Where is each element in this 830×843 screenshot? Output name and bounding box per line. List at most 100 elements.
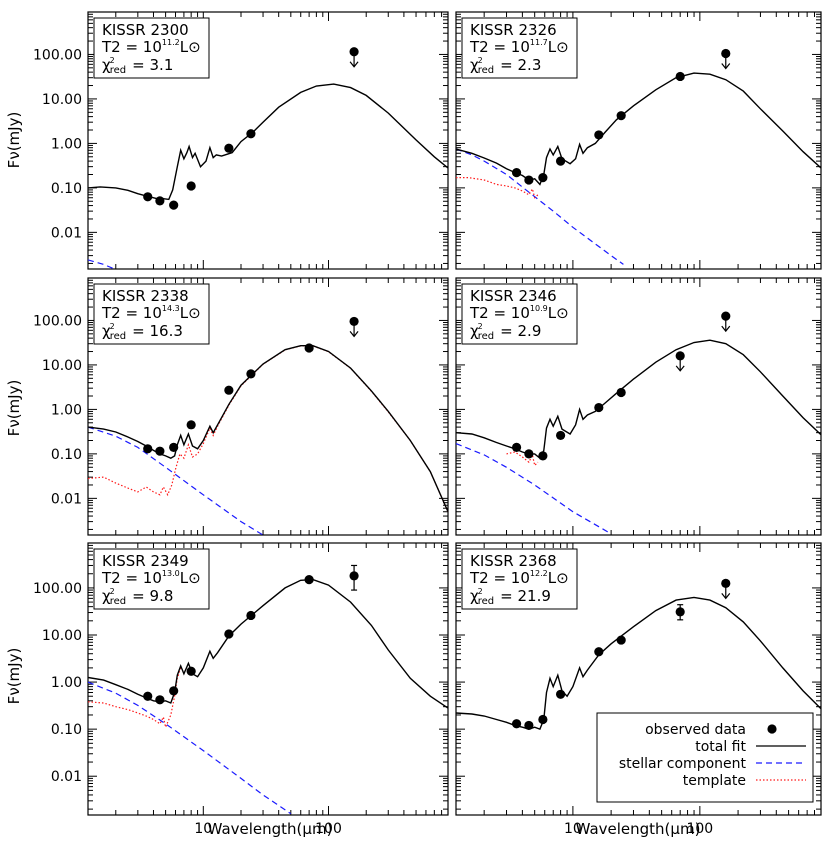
chi-value: = 2.9 — [500, 322, 541, 340]
galaxy-name: KISSR 2300 — [102, 21, 189, 39]
observed-point — [224, 143, 234, 153]
observed-point — [594, 402, 604, 413]
t2-line: T2 = 1011.2L⊙ — [101, 38, 201, 56]
observed-point — [304, 343, 314, 353]
total-fit-line — [456, 339, 821, 460]
t2-prefix: T2 = 10 — [101, 304, 162, 322]
y-axis-label-top: Fν(mJy) — [5, 112, 23, 169]
chi-line: χ2 red = 9.8 — [102, 587, 173, 607]
observed-point — [524, 449, 534, 459]
observed-point — [616, 387, 626, 398]
y-tick-label: 1.00 — [51, 675, 82, 691]
chi-superscript: 2 — [110, 322, 115, 331]
t2-prefix: T2 = 10 — [101, 38, 162, 56]
chi-value: = 3.1 — [132, 56, 173, 74]
t2-line: T2 = 1013.0L⊙ — [101, 569, 201, 587]
observed-point — [186, 181, 196, 191]
y-tick-label: 0.01 — [51, 769, 82, 785]
x-tick-label: 10 — [194, 821, 212, 837]
chi-subscript: red — [110, 331, 126, 342]
observed-point — [304, 575, 314, 585]
template-line — [88, 345, 448, 512]
y-axis-label-middle: Fν(mJy) — [5, 380, 23, 437]
t2-exponent: 13.0 — [162, 569, 180, 578]
y-tick-label: 10.00 — [42, 628, 82, 644]
chi-symbol: χ — [470, 322, 479, 340]
chi-symbol: χ — [102, 322, 111, 340]
observed-point — [246, 369, 256, 379]
y-tick-label: 0.01 — [51, 491, 82, 507]
observed-point — [169, 686, 179, 696]
panel-5: 0.01 0.10 1.00 10.00 100.00 10 100 KISSR 2349T2… — [33, 542, 449, 837]
stellar-component-line — [456, 148, 624, 265]
galaxy-name: KISSR 2368 — [470, 552, 557, 570]
legend-label: observed data — [645, 722, 746, 738]
t2-unit: L⊙ — [180, 569, 201, 587]
observed-point — [555, 689, 566, 699]
t2-line: T2 = 1014.3L⊙ — [101, 304, 201, 322]
observed-point — [511, 442, 522, 452]
observed-point — [538, 714, 548, 725]
stellar-component-line — [88, 681, 292, 815]
observed-point — [616, 635, 626, 645]
observed-point — [511, 719, 522, 729]
chi-value: = 16.3 — [132, 322, 183, 340]
chi-superscript: 2 — [110, 56, 115, 65]
t2-exponent: 14.3 — [162, 304, 180, 313]
t2-line: T2 = 1012.2L⊙ — [469, 569, 569, 587]
info-box — [93, 17, 210, 79]
observed-point — [555, 156, 566, 166]
chi-symbol: χ — [102, 587, 111, 605]
t2-line: T2 = 1011.7L⊙ — [469, 38, 569, 56]
info-box — [93, 283, 210, 345]
observed-point — [675, 71, 685, 82]
y-tick-label: 1.00 — [51, 402, 82, 418]
info-box — [461, 548, 578, 610]
chi-line: χ2 red = 21.9 — [470, 587, 551, 607]
y-tick-label: 1.00 — [51, 136, 82, 152]
info-box — [461, 283, 578, 345]
y-tick-label: 10.00 — [42, 358, 82, 374]
t2-unit: L⊙ — [180, 304, 201, 322]
observed-point — [224, 629, 234, 639]
template-line — [456, 177, 539, 199]
x-tick-label: 100 — [686, 821, 713, 837]
y-tick-label: 100.00 — [33, 47, 82, 63]
stellar-component-line — [456, 443, 612, 535]
info-box — [93, 548, 210, 610]
y-tick-label: 100.00 — [33, 581, 82, 597]
observed-point — [186, 420, 196, 430]
curves — [456, 339, 821, 535]
t2-prefix: T2 = 10 — [469, 304, 530, 322]
legend-label: template — [683, 773, 746, 789]
observed-point — [169, 200, 179, 210]
template-line — [506, 451, 539, 467]
upper-limit-arrow — [721, 325, 731, 333]
t2-unit: L⊙ — [548, 304, 569, 322]
chi-symbol: χ — [102, 56, 111, 74]
observed-point — [555, 430, 566, 441]
upper-limit-arrow — [721, 63, 731, 70]
y-tick-label: 0.10 — [51, 181, 82, 197]
observed-point — [186, 666, 196, 676]
chi-value: = 2.3 — [500, 56, 541, 74]
galaxy-name: KISSR 2349 — [102, 552, 189, 570]
chi-line: χ2 red = 16.3 — [102, 322, 183, 342]
y-tick-label: 0.01 — [51, 225, 82, 241]
legend-label: total fit — [695, 739, 746, 755]
y-tick-label: 10.00 — [42, 92, 82, 108]
t2-prefix: T2 = 10 — [469, 38, 530, 56]
x-tick-label: 10 — [564, 821, 582, 837]
y-tick-label: 100.00 — [33, 313, 82, 329]
galaxy-name: KISSR 2326 — [470, 21, 557, 39]
legend-box — [596, 712, 814, 803]
stellar-component-line — [88, 259, 116, 269]
observed-point — [246, 129, 256, 139]
y-tick-label: 0.10 — [51, 722, 82, 738]
observed-point — [143, 444, 153, 454]
observed-point — [155, 695, 165, 705]
